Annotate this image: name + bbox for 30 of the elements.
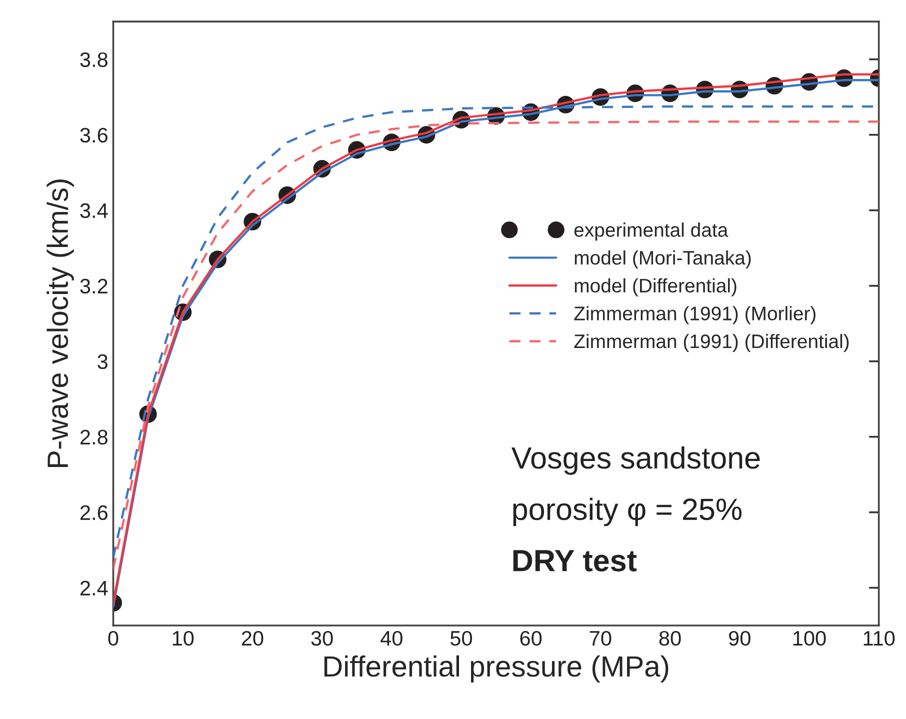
y-axis-title: P-wave velocity (km/s) bbox=[46, 180, 74, 468]
legend-label: experimental data bbox=[574, 222, 728, 241]
legend-label: Zimmerman (1991) (Morlier) bbox=[574, 306, 816, 324]
x-tick-label: 90 bbox=[729, 630, 750, 646]
y-tick-label: 2.8 bbox=[80, 430, 108, 445]
x-tick-label: 70 bbox=[590, 630, 612, 646]
x-tick-label: 40 bbox=[380, 630, 402, 646]
y-tick-label: 3.2 bbox=[80, 278, 108, 294]
y-tick-label: 3.4 bbox=[80, 203, 108, 218]
x-tick-label: 110 bbox=[864, 630, 895, 646]
x-tick-label: 10 bbox=[172, 630, 194, 646]
y-tick-label: 3.6 bbox=[80, 128, 108, 143]
legend-label: Zimmerman (1991) (Differential) bbox=[574, 334, 849, 352]
y-tick-label: 2.4 bbox=[80, 580, 108, 596]
annotation: Vosges sandstone bbox=[511, 446, 760, 475]
x-tick-label: 50 bbox=[450, 630, 472, 646]
x-tick-label: 100 bbox=[793, 630, 826, 646]
x-tick-label: 20 bbox=[242, 630, 264, 646]
annotation: porosity φ = 25% bbox=[513, 498, 742, 526]
x-tick-label: 80 bbox=[659, 630, 681, 646]
x-tick-label: 0 bbox=[108, 630, 118, 646]
annotation: DRY test bbox=[513, 550, 637, 572]
legend-label: model (Mori-Tanaka) bbox=[574, 250, 751, 269]
y-tick-label: 3.8 bbox=[80, 52, 108, 68]
x-axis-title: Differential pressure (MPa) bbox=[324, 655, 668, 683]
legend-label: model (Differential) bbox=[574, 278, 736, 296]
y-tick-label: 3 bbox=[98, 354, 108, 370]
y-tick-label: 2.6 bbox=[80, 505, 108, 520]
x-tick-label: 30 bbox=[311, 630, 333, 646]
x-tick-label: 60 bbox=[520, 630, 542, 646]
